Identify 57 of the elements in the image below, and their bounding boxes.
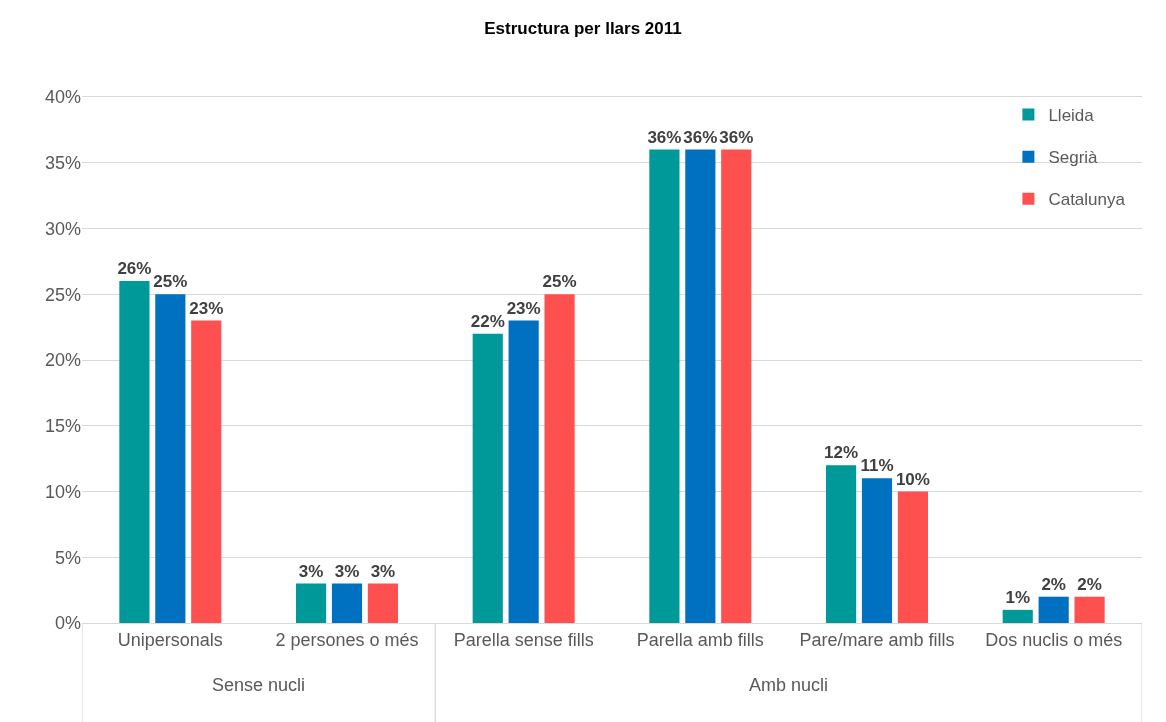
- data-label: 11%: [860, 456, 894, 476]
- x-tick-label: Parella sense fills: [453, 629, 594, 650]
- y-tick-label: 0%: [54, 613, 81, 634]
- data-label: 3%: [298, 561, 324, 581]
- bar: [191, 320, 222, 623]
- x-tick-label: 2 persones o més: [275, 629, 419, 650]
- bar: [331, 583, 363, 623]
- legend-label: Segrià: [1048, 148, 1099, 168]
- chart-title: Estructura per llars 2011: [484, 18, 682, 38]
- bar: [155, 294, 186, 623]
- bar: [649, 149, 680, 623]
- y-tick-label: 35%: [44, 153, 81, 174]
- y-tick-label: 20%: [44, 350, 81, 371]
- x-tick-label: Unipersonals: [117, 629, 223, 650]
- data-label: 23%: [189, 298, 224, 318]
- text: Amb nucli: [749, 675, 829, 695]
- data-label: 23%: [506, 298, 541, 318]
- x-tick-label: Dos nuclis o més: [985, 629, 1123, 650]
- bar: [367, 583, 399, 623]
- bar: [472, 333, 503, 623]
- data-label: 12%: [824, 443, 859, 463]
- data-label: 36%: [719, 127, 754, 147]
- x-tick-label: Pare/mare amb fills: [799, 629, 955, 650]
- data-label: 10%: [895, 469, 930, 489]
- data-label: 36%: [647, 127, 682, 147]
- bar: [721, 149, 752, 623]
- bar: [1074, 596, 1105, 623]
- data-label: 25%: [153, 272, 188, 292]
- data-label: 22%: [470, 311, 505, 331]
- y-tick-label: 25%: [44, 284, 81, 305]
- bar: [861, 478, 893, 623]
- y-tick-label: 10%: [44, 481, 81, 502]
- bar: [897, 491, 929, 623]
- y-tick-label: 5%: [54, 547, 81, 568]
- data-label: 3%: [334, 561, 360, 581]
- bar: [544, 294, 575, 623]
- bar: [1002, 609, 1033, 623]
- data-label: 26%: [117, 259, 152, 279]
- data-label: 36%: [683, 127, 718, 147]
- data-label: 2%: [1041, 574, 1066, 594]
- bar: [685, 149, 716, 623]
- bar: [295, 583, 327, 623]
- bar: [119, 281, 150, 623]
- legend-label: Lleida: [1048, 106, 1095, 126]
- y-tick-label: 30%: [44, 218, 81, 239]
- bar: [508, 320, 539, 623]
- bar: [1038, 596, 1069, 623]
- data-label: 3%: [370, 561, 396, 581]
- legend-label: Catalunya: [1048, 190, 1126, 210]
- y-tick-label: 40%: [44, 87, 81, 108]
- data-label: 25%: [542, 272, 577, 292]
- data-label: 2%: [1077, 574, 1102, 594]
- x-tick-label: Parella amb fills: [636, 629, 764, 650]
- bar: [825, 465, 857, 623]
- data-label: 1%: [1005, 587, 1031, 607]
- text: Sense nucli: [212, 675, 306, 695]
- y-tick-label: 15%: [44, 416, 81, 437]
